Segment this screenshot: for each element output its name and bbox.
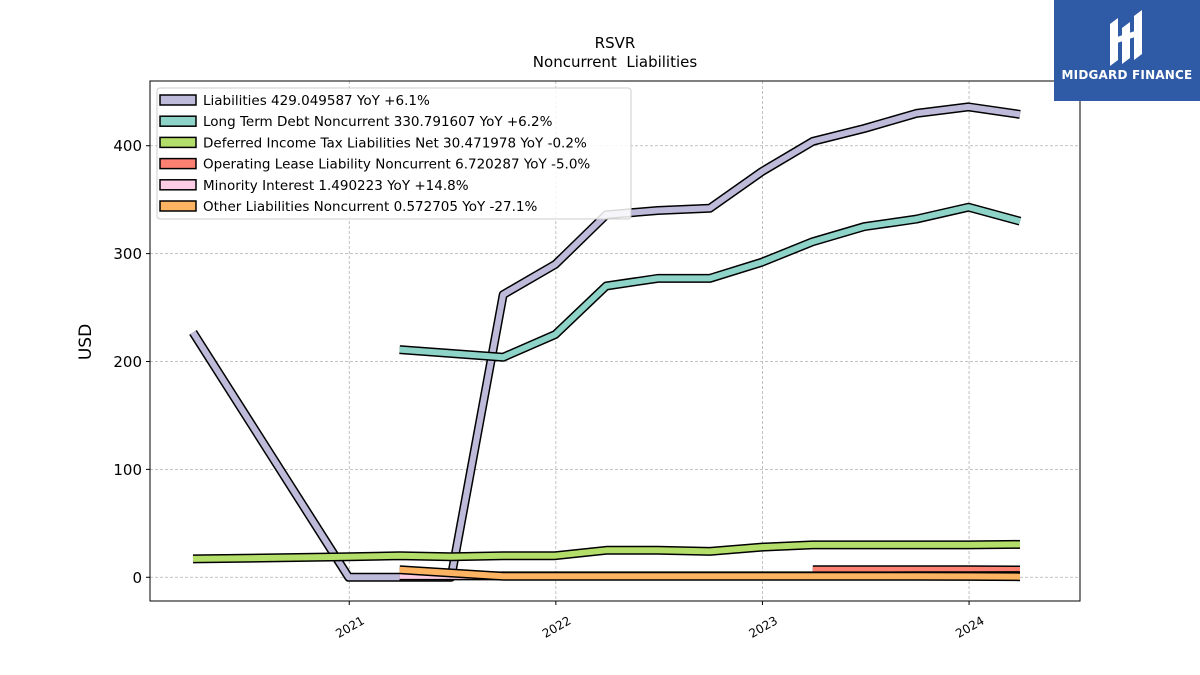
midgard-logo-icon	[1110, 10, 1142, 66]
legend-swatch	[159, 136, 197, 149]
series-other-liabilities-noncurrent	[399, 565, 1021, 582]
series-long-term-debt-noncurrent	[399, 202, 1022, 362]
y-tick-label: 100	[113, 461, 142, 479]
legend-label: Operating Lease Liability Noncurrent 6.7…	[203, 157, 590, 173]
x-tick-label: 2023	[746, 613, 779, 640]
brand-logo: MIDGARD FINANCE	[1054, 0, 1200, 101]
legend: Liabilities 429.049587 YoY +6.1% Long Ter…	[156, 87, 632, 220]
legend-item: Long Term Debt Noncurrent 330.791607 YoY…	[159, 114, 553, 130]
y-tick-label: 300	[113, 245, 142, 263]
legend-swatch	[159, 157, 197, 170]
legend-item: Other Liabilities Noncurrent 0.572705 Yo…	[159, 199, 537, 215]
y-tick-label: 0	[132, 569, 142, 587]
series-layer	[189, 102, 1022, 582]
series-line	[399, 204, 1021, 361]
x-tick-label: 2022	[540, 613, 573, 640]
chart-subtitle: Noncurrent Liabilities	[533, 53, 698, 71]
x-tick-label: 2024	[953, 613, 986, 640]
y-axis-label: USD	[76, 324, 96, 360]
legend-item: Minority Interest 1.490223 YoY +14.8%	[159, 178, 469, 194]
legend-label: Liabilities 429.049587 YoY +6.1%	[203, 93, 430, 109]
logo-text: MIDGARD FINANCE	[1061, 68, 1193, 82]
x-axis: 2021 2022 2023 2024	[333, 601, 987, 641]
x-tick-label: 2021	[333, 613, 366, 640]
legend-swatch	[159, 200, 197, 212]
chart-title: RSVR	[595, 34, 636, 52]
legend-label: Deferred Income Tax Liabilities Net 30.4…	[203, 135, 587, 151]
y-tick-label: 400	[113, 137, 142, 155]
legend-box	[156, 87, 632, 220]
legend-label: Other Liabilities Noncurrent 0.572705 Yo…	[203, 199, 537, 215]
legend-label: Long Term Debt Noncurrent 330.791607 YoY…	[203, 114, 553, 130]
legend-item: Deferred Income Tax Liabilities Net 30.4…	[159, 135, 587, 151]
y-axis: 0 100 200 300 400	[113, 137, 150, 587]
y-tick-label: 200	[113, 353, 142, 371]
series-line	[192, 541, 1021, 562]
legend-swatch	[159, 94, 197, 106]
legend-item: Liabilities 429.049587 YoY +6.1%	[159, 93, 430, 109]
legend-swatch	[159, 179, 197, 191]
series-deferred-income-tax-liabilities-net	[192, 539, 1021, 564]
plot-frame	[149, 80, 1081, 602]
legend-item: Operating Lease Liability Noncurrent 6.7…	[159, 157, 590, 173]
legend-swatch	[159, 115, 197, 127]
series-operating-lease-liability-noncurrent	[812, 565, 1021, 575]
legend-label: Minority Interest 1.490223 YoY +14.8%	[203, 178, 469, 194]
series-line	[399, 566, 1021, 580]
